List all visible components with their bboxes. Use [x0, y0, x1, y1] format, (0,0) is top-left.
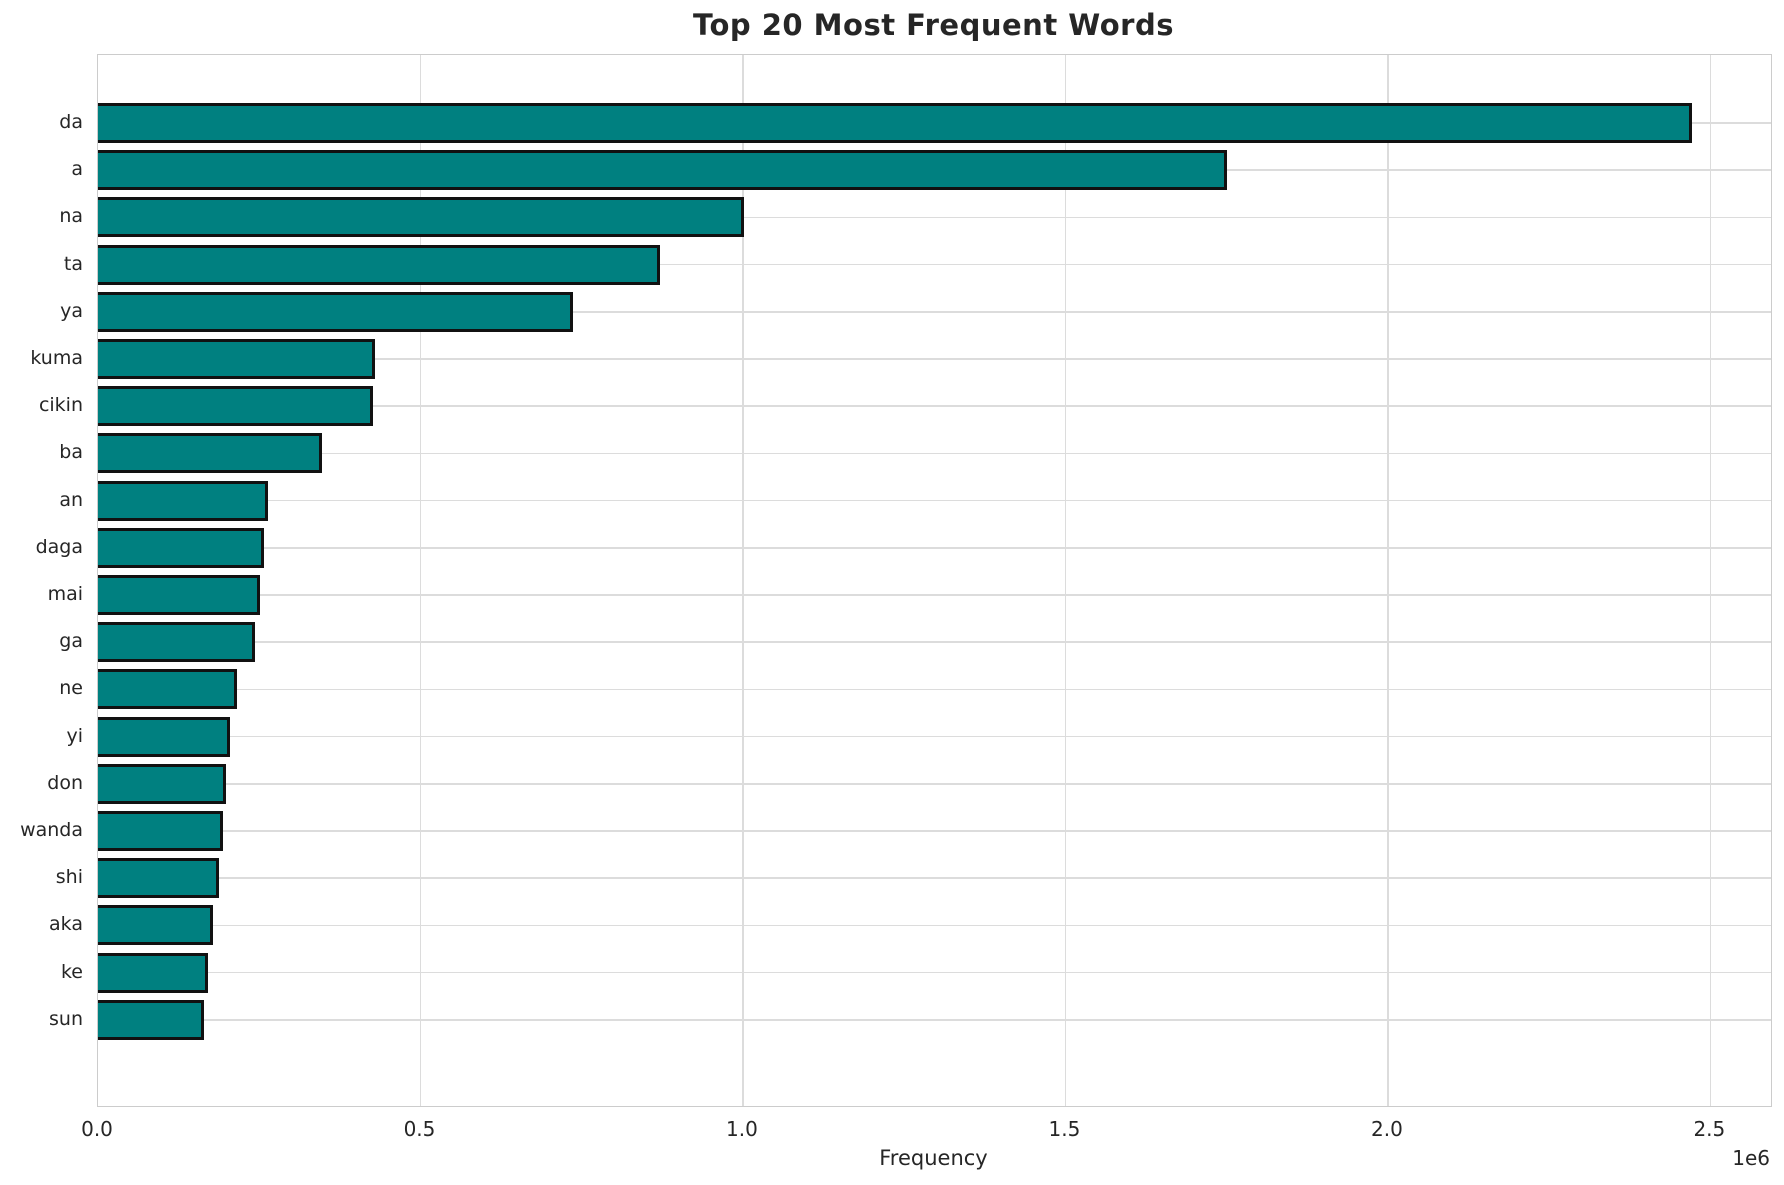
horizontal-gridline — [98, 1019, 1771, 1021]
bar — [98, 669, 237, 710]
y-tick-label: cikin — [38, 394, 83, 417]
y-tick-label: aka — [49, 913, 83, 936]
y-tick-label: ba — [59, 441, 83, 464]
bar — [98, 527, 264, 568]
y-tick-label: a — [71, 158, 83, 181]
y-tick-label: shi — [55, 866, 83, 889]
y-tick-label: sun — [49, 1007, 83, 1030]
horizontal-gridline — [98, 971, 1771, 974]
bar — [98, 622, 255, 663]
y-tick-label: ga — [59, 630, 83, 653]
axis-offset-label: 1e6 — [1732, 1146, 1770, 1170]
y-tick-label: daga — [35, 535, 83, 558]
chart-title: Top 20 Most Frequent Words — [693, 8, 1174, 42]
bar — [98, 291, 573, 332]
y-tick-label: mai — [47, 583, 83, 605]
bar — [98, 339, 376, 379]
horizontal-gridline — [98, 358, 1771, 360]
bar — [98, 763, 227, 804]
horizontal-gridline — [98, 783, 1771, 785]
bar — [98, 103, 1692, 143]
plot-area — [97, 54, 1772, 1107]
horizontal-gridline — [98, 405, 1771, 407]
horizontal-gridline — [98, 263, 1771, 266]
bar — [98, 150, 1228, 191]
vertical-gridline — [1709, 55, 1712, 1106]
vertical-gridline — [742, 55, 744, 1106]
y-tick-label: kuma — [30, 347, 83, 369]
x-axis-label: Frequency — [879, 1146, 988, 1170]
y-axis-tick-labels: da a na ta ya kuma cikin ba an daga mai ga ne yi don wa… — [0, 54, 97, 1105]
horizontal-gridline — [98, 735, 1771, 738]
bar — [98, 197, 745, 238]
horizontal-gridline — [98, 830, 1771, 832]
x-tick-label: 1.5 — [1048, 1117, 1081, 1141]
horizontal-gridline — [98, 216, 1771, 219]
y-tick-label: ya — [60, 299, 83, 322]
x-tick-label: 0.5 — [403, 1117, 436, 1141]
bar — [98, 811, 223, 851]
y-tick-label: don — [47, 771, 83, 794]
y-tick-label: ta — [63, 252, 83, 275]
y-tick-label: ne — [59, 677, 83, 700]
vertical-gridline — [1387, 55, 1389, 1106]
bar — [98, 999, 204, 1040]
vertical-gridline — [1064, 55, 1067, 1106]
bar — [98, 575, 260, 615]
y-tick-label: wanda — [20, 819, 83, 841]
horizontal-gridline — [98, 452, 1771, 455]
bar — [98, 905, 214, 946]
horizontal-gridline — [98, 688, 1771, 691]
x-tick-label: 0.0 — [81, 1117, 113, 1141]
x-tick-label: 2.5 — [1693, 1117, 1726, 1141]
vertical-gridline — [419, 55, 422, 1106]
x-tick-label: 2.0 — [1370, 1117, 1403, 1141]
horizontal-gridline — [98, 877, 1771, 879]
horizontal-gridline — [98, 924, 1771, 927]
horizontal-gridline — [98, 641, 1771, 643]
bar — [98, 244, 660, 285]
bar — [98, 386, 374, 427]
bar — [98, 716, 230, 757]
y-tick-label: yi — [66, 724, 83, 747]
horizontal-gridline — [98, 547, 1771, 549]
bar — [98, 480, 269, 521]
y-tick-label: ke — [60, 960, 83, 983]
y-tick-label: an — [59, 488, 83, 511]
x-axis-area: Frequency 1e6 0.0 0.5 1.0 1.5 2.0 2.5 — [0, 1105, 1784, 1185]
bar — [98, 858, 219, 899]
horizontal-gridline — [98, 499, 1771, 502]
x-tick-label: 1.0 — [726, 1117, 758, 1141]
horizontal-gridline — [98, 311, 1771, 313]
horizontal-gridline — [98, 594, 1771, 596]
bar — [98, 433, 322, 474]
y-tick-label: da — [59, 111, 83, 133]
y-tick-label: na — [59, 205, 83, 228]
bar — [98, 952, 208, 993]
